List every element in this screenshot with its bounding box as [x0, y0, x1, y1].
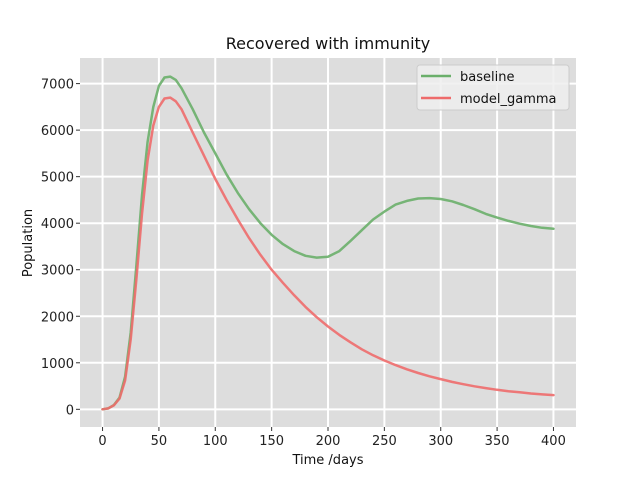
legend-box [416, 64, 570, 111]
series-line-baseline [101, 75, 555, 411]
y-axis-ticks: 0 1000 2000 3000 4000 5000 6000 7000 [41, 78, 80, 418]
y-tick-label: 2000 [41, 310, 74, 325]
x-axis-ticks: 0 50 100 150 200 250 300 350 400 [98, 427, 566, 449]
y-tick-label: 5000 [41, 171, 74, 186]
x-tick-label: 200 [316, 434, 341, 449]
legend: baseline model_gamma [416, 64, 570, 111]
legend-label-baseline: baseline [460, 70, 514, 85]
x-tick-label: 350 [485, 434, 510, 449]
y-tick-label: 1000 [41, 357, 74, 372]
x-tick-label: 50 [151, 434, 168, 449]
x-axis-label: Time /days [291, 453, 363, 468]
x-tick-label: 300 [428, 434, 453, 449]
chart-title: Recovered with immunity [226, 34, 431, 53]
x-tick-label: 0 [98, 434, 106, 449]
x-tick-label: 400 [541, 434, 566, 449]
legend-label-model-gamma: model_gamma [460, 92, 557, 107]
y-tick-label: 4000 [41, 217, 74, 232]
series-line-model-gamma [101, 96, 555, 411]
x-tick-label: 150 [259, 434, 284, 449]
y-tick-label: 6000 [41, 124, 74, 139]
y-tick-label: 3000 [41, 264, 74, 279]
series-lines [101, 75, 555, 411]
y-tick-label: 0 [66, 403, 74, 418]
x-tick-label: 250 [372, 434, 397, 449]
x-tick-label: 100 [203, 434, 228, 449]
y-tick-label: 7000 [41, 78, 74, 93]
y-axis-label: Population [21, 209, 36, 277]
